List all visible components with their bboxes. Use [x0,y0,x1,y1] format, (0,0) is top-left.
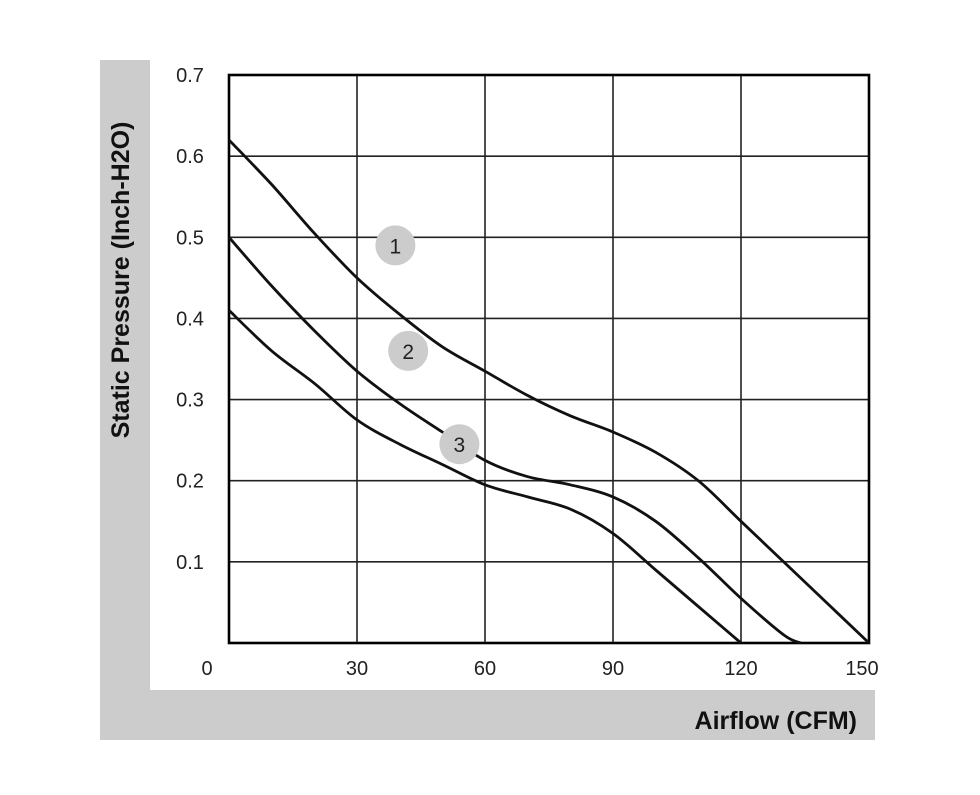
frame-bottom-band [100,690,875,740]
x-tick-label: 30 [346,658,368,680]
series-line-3 [228,309,742,645]
y-tick-label: 0.2 [176,471,204,493]
series-line-1 [227,138,870,645]
x-tick-label: 90 [602,658,624,680]
y-tick-label: 0.4 [176,308,204,330]
y-tick-label: 0.1 [176,552,204,574]
x-tick-label: 120 [724,658,757,680]
y-tick-label: 0.5 [176,227,204,249]
curve-marker-label-2: 2 [402,341,414,364]
frame-left-band [100,60,150,740]
curve-marker-label-1: 1 [390,235,402,258]
y-axis-title: Static Pressure (Inch-H2O) [107,122,135,439]
y-tick-label: 0.6 [176,146,204,168]
x-tick-label: 0 [201,658,212,680]
x-tick-label: 60 [474,658,496,680]
x-tick-label: 150 [845,658,878,680]
y-tick-label: 0.3 [176,390,204,412]
plot-border [227,73,871,645]
y-tick-label: 0.7 [176,65,204,87]
curve-marker-label-3: 3 [454,434,466,457]
plot-background [229,75,869,643]
plot-area: 0 30 60 90 120 150 0.1 0.2 0.3 0.4 0.5 0.6 0.7 1 2 3 [176,65,879,680]
x-axis-title: Airflow (CFM) [695,707,857,735]
curve-marker-1 [375,225,416,266]
series-line-2 [227,236,802,645]
curve-marker-2 [388,330,429,371]
curve-marker-3 [439,424,480,465]
